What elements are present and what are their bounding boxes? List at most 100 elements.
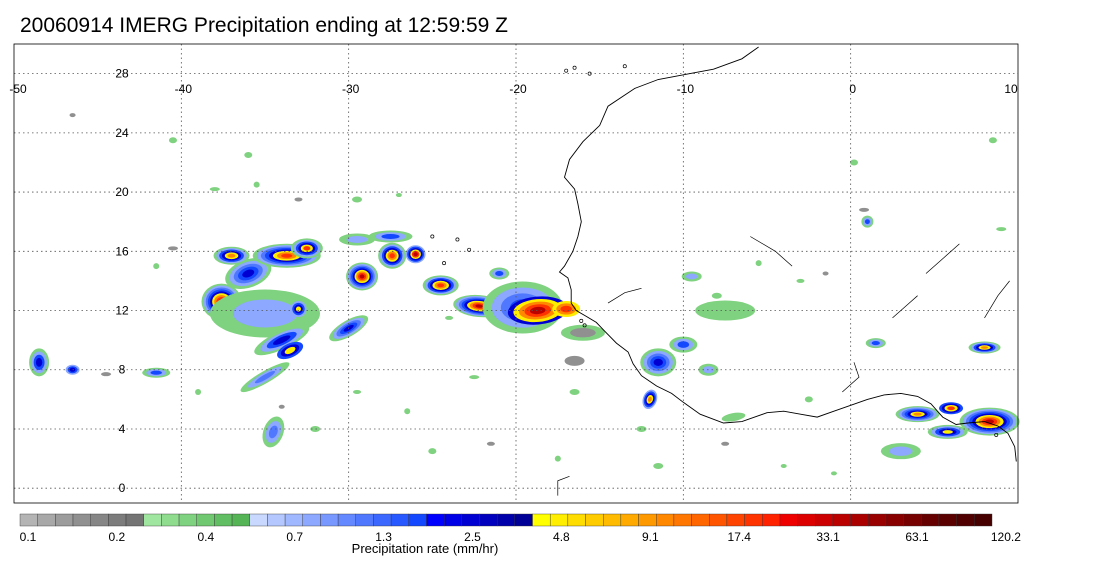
precip-speck	[244, 152, 253, 159]
cyclone-west-arc	[225, 257, 272, 290]
lon-tick-label: -40	[175, 82, 193, 96]
cape-verde-north-contour-blue	[495, 271, 504, 276]
senegal-core-contour-dred	[529, 306, 546, 315]
nigeria-core-contour-red	[947, 406, 955, 411]
cape-verde-north	[489, 267, 510, 280]
island-outline	[622, 64, 627, 69]
island-outline	[572, 65, 577, 70]
senegal-east-core-contour-red	[560, 305, 572, 313]
colorbar-swatch	[868, 513, 887, 527]
colorbar-label: 0.2	[109, 530, 126, 544]
map-title: 20060914 IMERG Precipitation ending at 1…	[20, 14, 508, 37]
colorbar-swatch	[390, 513, 409, 527]
precip-speck	[253, 181, 260, 188]
precip-speck	[395, 193, 402, 198]
nigeria-core	[939, 402, 964, 415]
africa-coastline	[558, 46, 1017, 462]
senegal-east-core	[552, 301, 581, 318]
lat-tick-label: 24	[115, 126, 129, 140]
colorbar-swatch	[161, 513, 180, 527]
lat-tick-label: 12	[115, 304, 129, 318]
precip-speck	[445, 315, 454, 320]
precip-speck	[711, 292, 722, 299]
cape-verde-cluster-contour-dred	[475, 304, 484, 308]
colorbar-swatch	[974, 513, 993, 527]
colorbar-swatch	[284, 513, 303, 527]
colorbar-swatch	[231, 513, 250, 527]
west-atlantic-cell-contour-dblue	[35, 357, 43, 367]
colorbar-swatch	[815, 513, 834, 527]
precip-speck	[822, 271, 829, 276]
precip-speck	[278, 404, 285, 409]
mali-north	[681, 271, 702, 282]
colorbar-swatch	[532, 513, 551, 527]
colorbar-swatch	[744, 513, 763, 527]
lon-tick-label: 10	[1004, 82, 1018, 96]
south-tail	[262, 416, 285, 448]
cyclone-interior-contour-lblue	[232, 299, 298, 328]
island-outline	[579, 318, 584, 323]
colorbar-swatch	[938, 513, 957, 527]
inland-water-outline	[892, 295, 918, 319]
colorbar-label: 63.1	[905, 530, 929, 544]
lon-tick-label: -10	[677, 82, 695, 96]
guinea-bissau-light-contour-gray	[570, 328, 596, 338]
cyclone-south-arc	[254, 325, 310, 356]
colorbar-swatch	[656, 513, 675, 527]
island-outline	[564, 68, 569, 73]
axis-tick-labels: -50 -40 -30 -20 -10 0 10 28 24 20 16 12 8 4 0	[9, 67, 1018, 496]
cyclone-north-band-contour-red	[281, 253, 293, 258]
colorbar-swatch	[267, 513, 286, 527]
mali-north-contour-lblue	[685, 273, 698, 280]
colorbar-swatch	[956, 513, 975, 527]
lon-tick-label: -20	[509, 82, 527, 96]
colorbar-swatch	[461, 513, 480, 527]
senegal-core	[507, 296, 568, 325]
precip-speck	[486, 441, 495, 446]
precip-speck	[428, 448, 437, 455]
lon-tick-label: -30	[342, 82, 360, 96]
cameroon-coast	[959, 407, 1020, 436]
colorbar-swatch	[762, 513, 781, 527]
precip-speck	[830, 471, 837, 476]
colorbar-swatch	[709, 513, 728, 527]
gulf-south	[927, 424, 968, 439]
colorbar-swatch	[426, 513, 445, 527]
cyclone-south-streak	[240, 362, 290, 393]
inland-water-outline	[557, 475, 570, 496]
island-outline	[587, 71, 592, 76]
west-atlantic-cell-3	[142, 367, 171, 378]
guinea-bissau-light	[560, 324, 605, 341]
colorbar-swatch	[726, 513, 745, 527]
central-band-mid	[378, 242, 407, 269]
colorbar-swatch	[549, 513, 569, 527]
cyclone-south-streak-contour-mblue	[254, 370, 276, 384]
colorbar-swatch	[72, 513, 91, 527]
liberia-coast-contour-orange	[647, 396, 652, 402]
precip-speck	[988, 137, 997, 144]
island-outline	[582, 323, 587, 328]
island-outline	[442, 261, 446, 266]
precip-speck	[859, 207, 870, 212]
island-outline	[455, 237, 460, 242]
colorbar-swatch	[108, 513, 127, 527]
precip-speck	[804, 396, 813, 403]
cyclone-north-cell-contour-red	[303, 246, 311, 251]
colorbar-swatch	[620, 513, 639, 527]
colorbar-swatch	[178, 513, 197, 527]
precip-speck	[294, 197, 303, 202]
colorbar-swatch	[373, 513, 392, 527]
island-outline	[430, 234, 435, 239]
colorbar-label: 0.4	[197, 530, 214, 544]
niger-cell	[861, 215, 874, 228]
colorbar-swatch	[143, 513, 162, 527]
inland-water-outline	[925, 243, 960, 274]
colorbar-label: 4.8	[553, 530, 570, 544]
precip-speck	[755, 260, 762, 267]
precip-speck	[209, 187, 220, 192]
central-band-east	[422, 275, 459, 296]
cyclone-center-cell-contour-yellow	[295, 306, 302, 312]
colorbar-swatch	[673, 513, 692, 527]
precip-speck	[167, 246, 178, 251]
